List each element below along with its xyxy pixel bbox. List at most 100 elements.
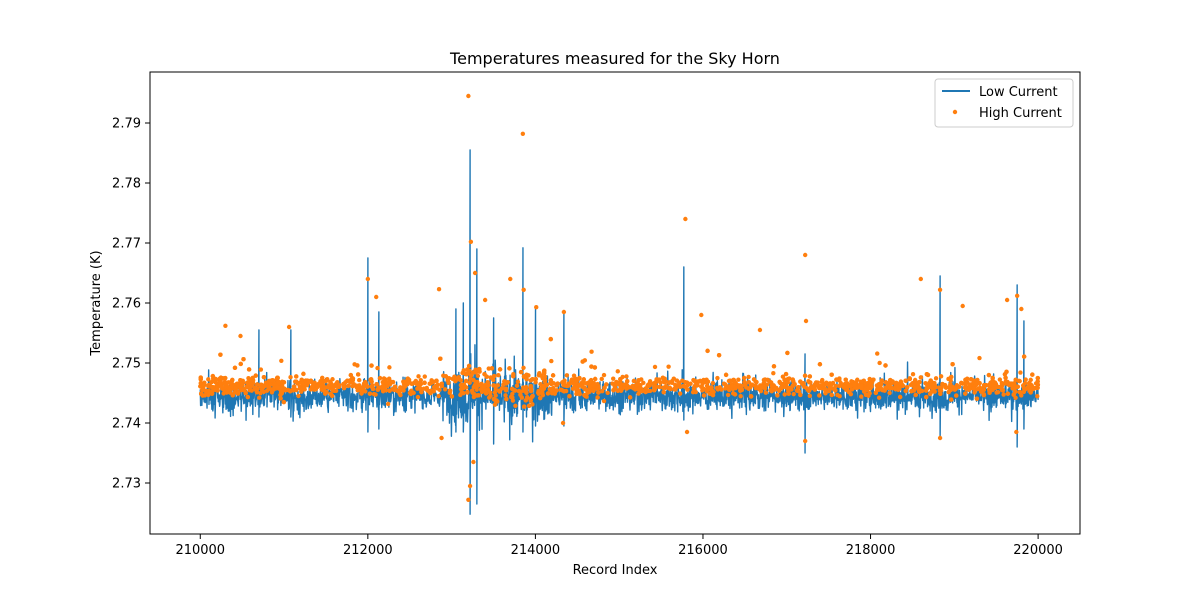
scatter-point-high-current (715, 375, 720, 381)
scatter-point-high-current (201, 387, 206, 393)
scatter-point-high-current (630, 383, 635, 389)
scatter-point-high-current (210, 373, 216, 379)
scatter-point-high-current (458, 382, 464, 388)
scatter-point-high-current (807, 374, 813, 379)
scatter-point-high-current (468, 373, 474, 378)
scatter-point-high-current (467, 483, 473, 489)
scatter-point-high-current (743, 382, 748, 388)
scatter-point-high-current (329, 393, 335, 399)
scatter-point-high-current (533, 376, 539, 382)
scatter-point-high-current (560, 420, 566, 426)
scatter-point-high-current (540, 390, 545, 395)
scatter-point-high-current (529, 394, 535, 399)
scatter-point-high-current (555, 381, 560, 386)
scatter-point-high-current (384, 380, 390, 385)
scatter-point-high-current (436, 393, 441, 399)
scatter-point-high-current (428, 388, 434, 393)
scatter-point-high-current (771, 364, 777, 369)
x-tick-label: 214000 (511, 543, 561, 558)
scatter-point-high-current (732, 392, 738, 397)
scatter-point-high-current (390, 379, 396, 385)
scatter-point-high-current (294, 387, 299, 393)
scatter-point-high-current (215, 388, 220, 393)
scatter-point-high-current (802, 373, 808, 378)
scatter-point-high-current (971, 385, 976, 391)
scatter-point-high-current (762, 386, 768, 391)
scatter-point-high-current (672, 387, 677, 392)
scatter-point-high-current (943, 385, 949, 390)
scatter-point-high-current (986, 372, 992, 378)
scatter-point-high-current (819, 379, 825, 384)
scatter-point-high-current (492, 402, 498, 407)
scatter-point-high-current (1012, 386, 1017, 391)
scatter-point-high-current (483, 391, 489, 396)
scatter-point-high-current (545, 391, 551, 396)
scatter-point-high-current (521, 287, 526, 292)
scatter-point-high-current (741, 375, 747, 381)
scatter-point-high-current (746, 374, 751, 380)
scatter-point-high-current (268, 381, 273, 387)
y-axis: 2.73 2.74 2.75 2.76 2.77 2.78 2.79 (112, 117, 150, 492)
scatter-point-high-current (927, 391, 933, 397)
scatter-point-high-current (887, 390, 892, 396)
scatter-point-high-current (473, 370, 479, 375)
x-axis: 210000 212000 214000 216000 218000 220000 (175, 534, 1063, 558)
scatter-point-high-current (332, 384, 337, 389)
scatter-point-high-current (324, 389, 329, 395)
scatter-point-high-current (883, 363, 888, 368)
scatter-point-high-current (238, 333, 243, 339)
scatter-point-high-current (791, 391, 796, 397)
scatter-point-high-current (671, 376, 676, 381)
scatter-point-high-current (584, 381, 589, 386)
scatter-point-high-current (409, 388, 414, 394)
scatter-point-high-current (981, 386, 986, 392)
scatter-point-high-current (917, 389, 922, 394)
series-layer (198, 93, 1041, 515)
scatter-point-high-current (837, 394, 842, 399)
scatter-point-high-current (829, 392, 834, 398)
scatter-point-high-current (849, 379, 854, 384)
scatter-point-high-current (202, 393, 208, 398)
y-tick-label: 2.76 (112, 297, 141, 312)
scatter-point-high-current (662, 379, 667, 385)
scatter-point-high-current (699, 384, 704, 390)
scatter-point-high-current (223, 323, 228, 328)
scatter-point-high-current (954, 383, 960, 388)
scatter-point-high-current (681, 383, 686, 389)
scatter-point-high-current (960, 303, 965, 309)
scatter-point-high-current (716, 352, 722, 358)
scatter-point-high-current (605, 390, 610, 396)
scatter-point-high-current (534, 305, 539, 310)
scatter-point-high-current (245, 394, 251, 400)
scatter-point-high-current (491, 373, 497, 379)
scatter-point-high-current (981, 392, 987, 398)
y-tick-label: 2.79 (112, 117, 141, 132)
scatter-point-high-current (238, 361, 243, 367)
scatter-point-high-current (243, 390, 248, 396)
scatter-point-high-current (567, 394, 572, 399)
scatter-point-high-current (294, 380, 299, 385)
scatter-point-high-current (684, 429, 690, 435)
scatter-point-high-current (402, 384, 408, 389)
scatter-point-high-current (461, 391, 466, 396)
scatter-point-high-current (973, 381, 979, 387)
scatter-point-high-current (206, 388, 212, 394)
scatter-point-high-current (667, 380, 672, 385)
y-tick-label: 2.73 (112, 477, 141, 492)
scatter-point-high-current (570, 381, 576, 386)
scatter-point-high-current (415, 386, 420, 391)
scatter-point-high-current (206, 383, 211, 389)
scatter-point-high-current (905, 384, 910, 390)
scatter-point-high-current (392, 384, 398, 389)
scatter-point-high-current (912, 380, 917, 385)
scatter-point-high-current (571, 385, 577, 391)
scatter-point-high-current (445, 378, 451, 383)
scatter-point-high-current (802, 438, 808, 444)
scatter-point-high-current (604, 382, 609, 387)
scatter-point-high-current (330, 387, 336, 393)
scatter-point-high-current (1035, 379, 1040, 384)
scatter-point-high-current (618, 388, 624, 393)
x-tick-label: 216000 (678, 543, 728, 558)
scatter-point-high-current (381, 376, 387, 381)
scatter-point-high-current (999, 387, 1005, 393)
